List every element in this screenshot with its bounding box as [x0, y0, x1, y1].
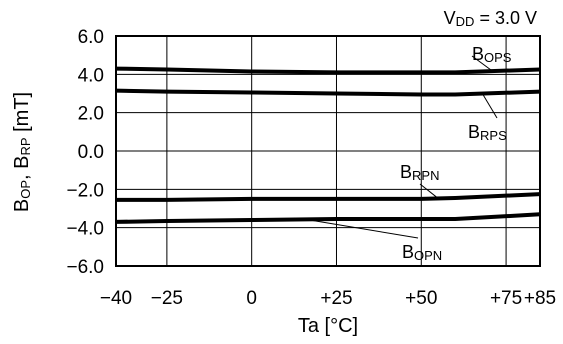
- x-tick-label: +50: [405, 288, 437, 309]
- x-tick-label: −40: [100, 288, 132, 309]
- series-lines: [115, 66, 541, 224]
- series-line-bops: [115, 66, 541, 75]
- leader-line-brps: [481, 93, 498, 119]
- x-tick-label: 0: [246, 288, 257, 309]
- series-label-bops: BOPS: [472, 44, 512, 65]
- x-tick-label: −25: [151, 288, 183, 309]
- leader-line-bopn: [305, 218, 419, 239]
- leader-line-brpn: [419, 183, 439, 199]
- y-tick-label: −2.0: [66, 180, 104, 201]
- x-tick-label: +85: [524, 288, 556, 309]
- plot-frame: [115, 35, 541, 267]
- series-line-brps: [115, 88, 541, 97]
- supply-voltage-annotation: VDD = 3.0 V: [444, 8, 537, 29]
- y-tick-label: 6.0: [78, 27, 104, 48]
- y-tick-label: −4.0: [66, 219, 104, 240]
- y-tick-label: 0.0: [78, 142, 104, 163]
- x-tick-label: +75: [490, 288, 522, 309]
- series-label-bopn: BOPN: [402, 242, 442, 263]
- tick-labels: −40 −25 0 +25 +50 +75 +85 6.0 4.0 2.0 0.0 −2.0 −4.0 −…: [66, 27, 556, 309]
- y-tick-label: 4.0: [78, 65, 104, 86]
- y-axis-title: BOP, BRP [mT]: [11, 92, 33, 212]
- leader-line-bops: [471, 55, 493, 72]
- series-line-bopn: [115, 212, 541, 224]
- y-tick-label: −6.0: [66, 257, 104, 278]
- x-tick-label: +25: [320, 288, 352, 309]
- series-label-brps: BRPS: [468, 122, 507, 143]
- leader-lines: [305, 55, 498, 239]
- series-label-brpn: BRPN: [400, 162, 439, 183]
- y-tick-label: 2.0: [78, 104, 104, 125]
- series-line-brpn: [116, 192, 541, 202]
- x-axis-title: Ta [°C]: [298, 315, 358, 337]
